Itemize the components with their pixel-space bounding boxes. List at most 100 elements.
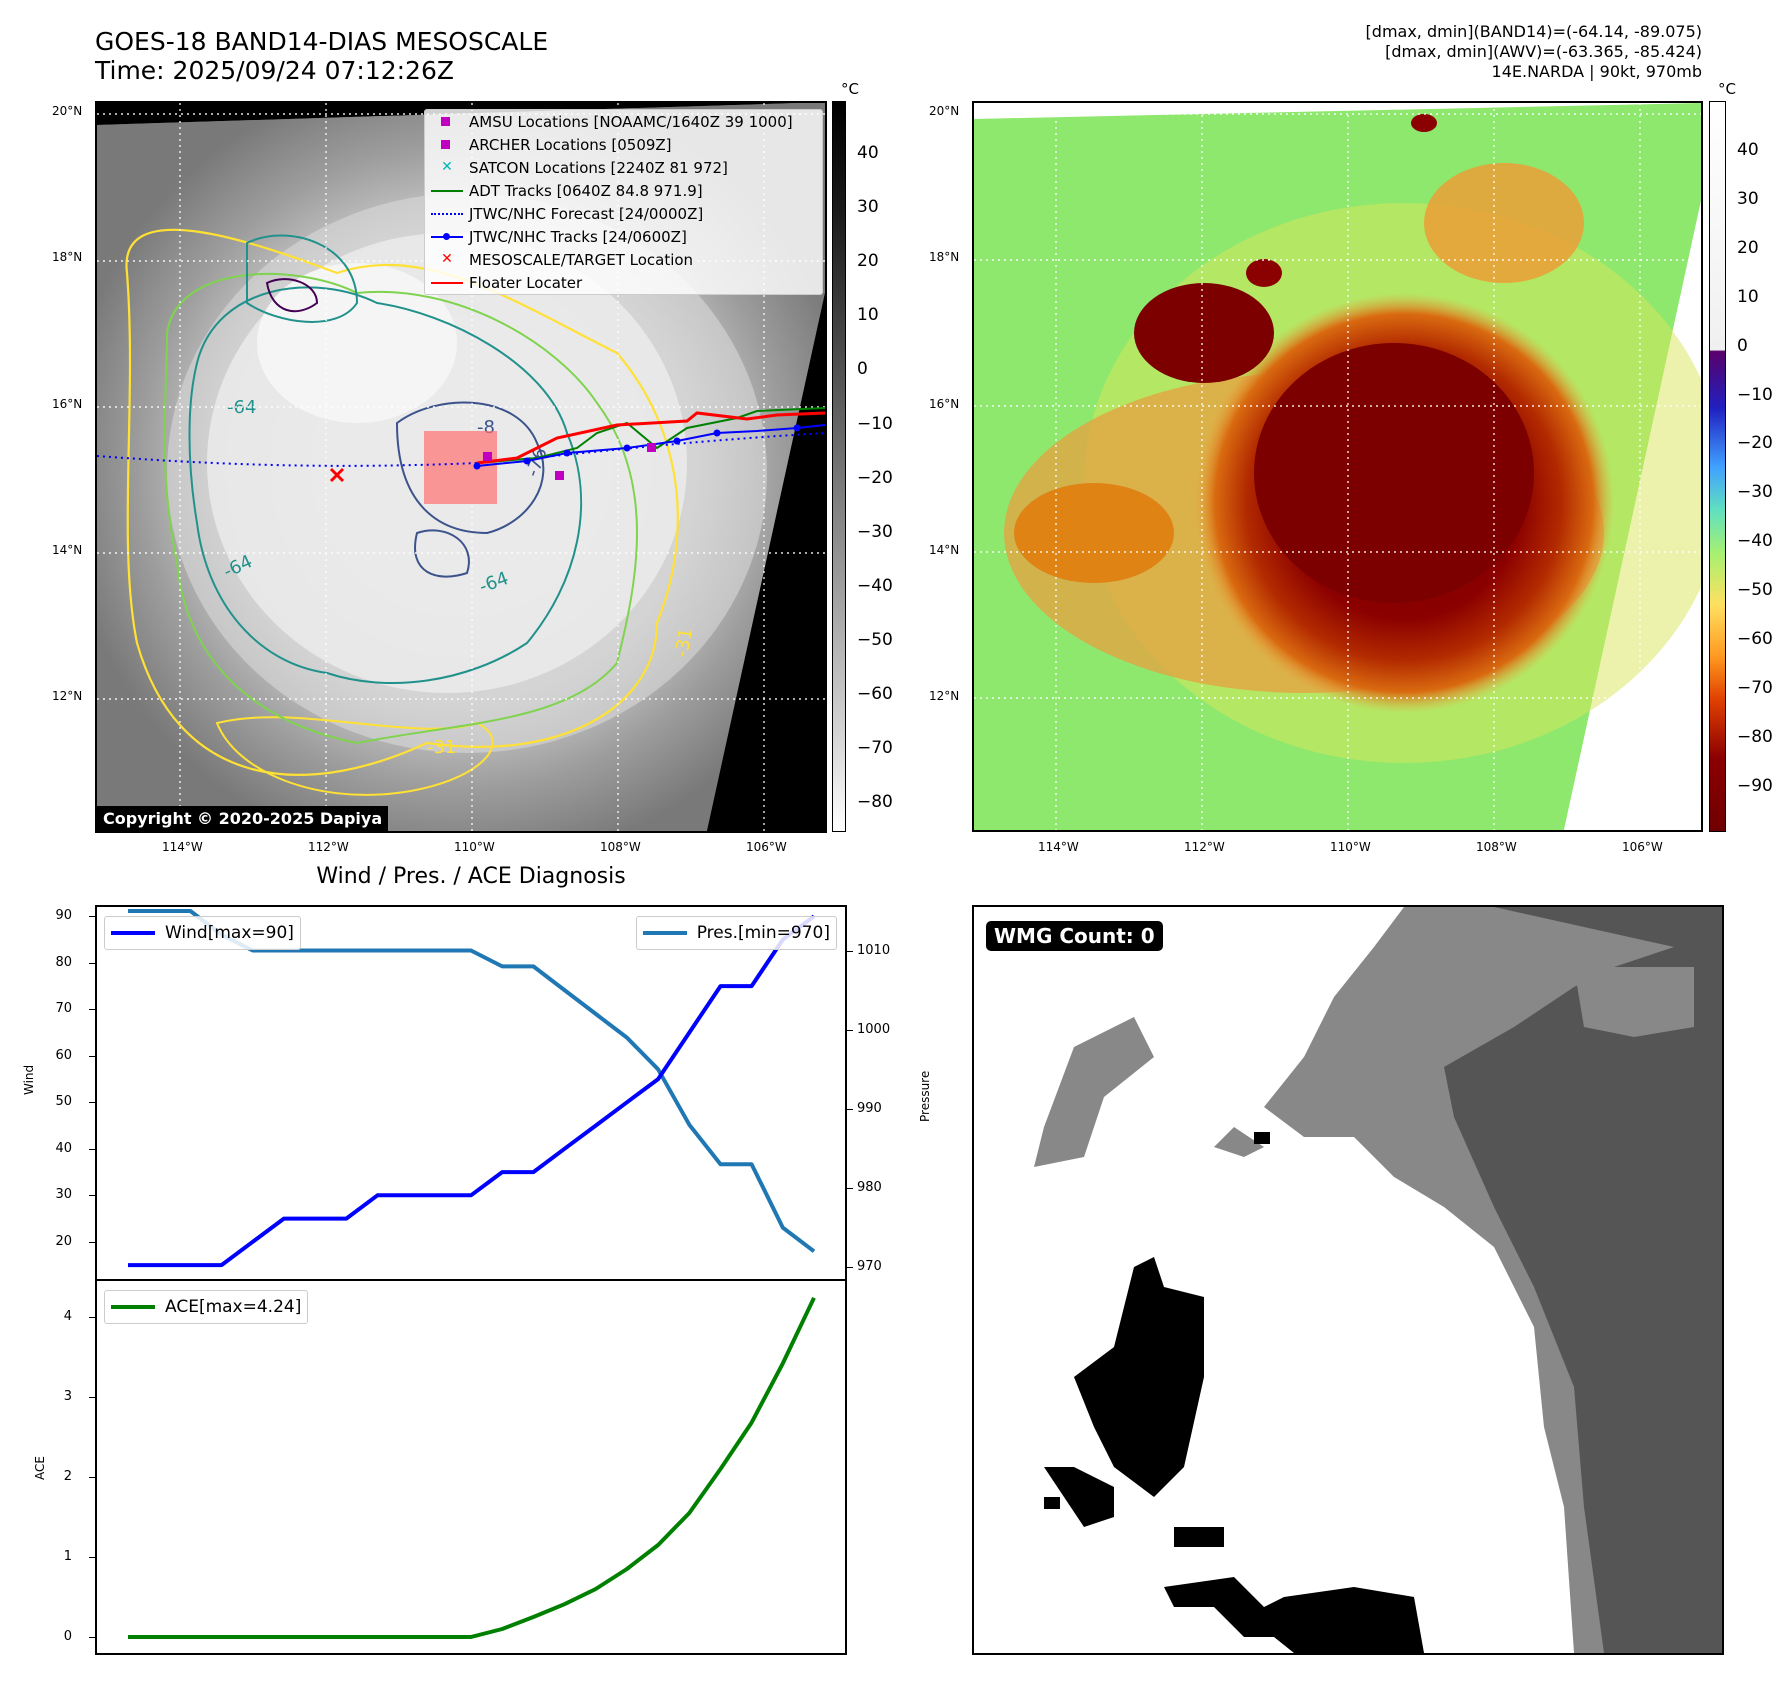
ace-axis-tick-mark <box>89 1557 95 1558</box>
color-colorbar-tick: 30 <box>1737 188 1759 209</box>
color-colorbar-tick: −20 <box>1737 433 1773 454</box>
color-colorbar-tick: −50 <box>1737 580 1773 601</box>
contour-label-m31a: -31 <box>671 626 697 659</box>
pressure-axis-tick-mark <box>847 1267 853 1269</box>
lon-label-106w-right: 106°W <box>1622 840 1663 854</box>
lat-label-20n: 20°N <box>52 104 83 118</box>
wind-legend: Wind[max=90] <box>104 916 301 950</box>
color-colorbar-tick: 10 <box>1737 286 1759 307</box>
pressure-axis-tick-mark <box>847 1029 853 1031</box>
ace-axis-tick-mark <box>89 1477 95 1478</box>
legend-item-forecast: JTWC/NHC Forecast [24/0000Z] <box>425 202 822 225</box>
legend-item-target: ✕ MESOSCALE/TARGET Location <box>441 250 694 269</box>
color-colorbar-tick: 20 <box>1737 237 1759 258</box>
lon-label-112w-right: 112°W <box>1184 840 1225 854</box>
pressure-axis-tick-mark <box>847 950 853 952</box>
color-colorbar-tick: 0 <box>1737 335 1748 356</box>
pressure-axis-tick: 1000 <box>857 1021 891 1037</box>
wind-axis-tick-mark <box>89 1195 95 1197</box>
color-colorbar-tick: −40 <box>1737 531 1773 552</box>
pressure-axis-tick-mark <box>847 1108 853 1110</box>
gray-colorbar-tick: −70 <box>857 738 893 759</box>
lat-label-14n: 14°N <box>52 543 83 557</box>
lon-label-106w: 106°W <box>746 840 787 854</box>
legend-item-floater: Floater Locater <box>425 271 822 294</box>
wind-axis-tick: 70 <box>55 1001 72 1017</box>
legend-item-archer: ARCHER Locations [0509Z] <box>425 133 822 156</box>
lon-label-108w: 108°W <box>600 840 641 854</box>
gray-colorbar <box>832 101 846 832</box>
pressure-axis-tick: 990 <box>857 1100 882 1116</box>
lat-label-14n-right: 14°N <box>929 543 960 557</box>
intensity-info: [dmax, dmin](BAND14)=(-64.14, -89.075) [… <box>1366 22 1702 82</box>
wind-axis-tick-mark <box>89 1055 95 1057</box>
gray-colorbar-tick: −60 <box>857 684 893 704</box>
wind-pressure-chart: Wind[max=90] Pres.[min=970] <box>95 905 847 1281</box>
floater-box <box>424 431 497 504</box>
title-line-2: Time: 2025/09/24 07:12:26Z <box>95 56 454 85</box>
wmg-panel: WMG Count: 0 <box>972 905 1724 1655</box>
colorbar-unit-left: °C <box>841 80 859 98</box>
color-colorbar-tick: −30 <box>1737 482 1773 503</box>
lat-label-12n-right: 12°N <box>929 689 960 703</box>
figure-title: GOES-18 BAND14-DIAS MESOSCALE Time: 2025… <box>95 27 548 85</box>
pressure-axis-label: Pressure <box>918 1070 932 1122</box>
lat-label-18n: 18°N <box>52 250 83 264</box>
wind-series-line <box>128 914 816 1268</box>
ace-axis-tick-mark <box>89 1317 95 1318</box>
lat-label-16n-right: 16°N <box>929 397 960 411</box>
wind-axis-label: Wind <box>22 1064 36 1095</box>
gray-colorbar-tick: −40 <box>857 575 893 596</box>
ace-chart: ACE[max=4.24] <box>95 1279 847 1655</box>
wind-axis-tick-mark <box>89 916 95 918</box>
legend-item-satcon: ✕ SATCON Locations [2240Z 81 972] <box>441 158 728 177</box>
pressure-axis-tick-mark <box>847 1187 853 1189</box>
lon-label-110w-right: 110°W <box>1330 840 1371 854</box>
diagnosis-title: Wind / Pres. / ACE Diagnosis <box>316 864 626 889</box>
wind-axis-tick-mark <box>89 1009 95 1011</box>
ace-axis-tick: 2 <box>63 1469 72 1484</box>
color-colorbar <box>1709 101 1726 832</box>
lat-label-18n-right: 18°N <box>929 250 960 264</box>
gray-colorbar-tick: 20 <box>857 251 879 272</box>
ace-axis-tick: 0 <box>63 1629 72 1644</box>
wind-axis-tick: 40 <box>55 1140 72 1156</box>
lon-label-110w: 110°W <box>454 840 495 854</box>
floater-track <box>476 411 825 465</box>
awv-range: [dmax, dmin](AWV)=(-63.365, -85.424) <box>1385 42 1702 61</box>
adt-track <box>476 407 825 464</box>
color-colorbar-tick: −90 <box>1737 775 1773 796</box>
map-legend: AMSU Locations [NOAAMC/1640Z 39 1000] AR… <box>424 109 823 295</box>
ace-axis-tick: 4 <box>63 1309 72 1324</box>
color-colorbar-tick: −70 <box>1737 677 1773 698</box>
pressure-legend: Pres.[min=970] <box>635 916 837 950</box>
gray-colorbar-tick: −10 <box>857 413 893 434</box>
ace-legend: ACE[max=4.24] <box>104 1290 309 1324</box>
lon-label-114w-right: 114°W <box>1038 840 1079 854</box>
ace-axis-tick-mark <box>89 1397 95 1398</box>
pressure-axis-tick: 970 <box>857 1259 882 1275</box>
legend-item-adt: ADT Tracks [0640Z 84.8 971.9] <box>425 179 822 202</box>
gray-colorbar-tick: 40 <box>857 143 879 163</box>
wind-axis-tick-mark <box>89 1148 95 1150</box>
lat-label-12n: 12°N <box>52 689 83 703</box>
wind-axis-tick-mark <box>89 1241 95 1243</box>
wind-axis-tick-mark <box>89 962 95 964</box>
legend-item-jtwc-tracks: JTWC/NHC Tracks [24/0600Z] <box>425 225 822 248</box>
pressure-series-line <box>128 909 816 1253</box>
wind-axis-tick: 80 <box>55 954 72 970</box>
color-colorbar-tick: −10 <box>1737 384 1773 405</box>
ace-axis-label: ACE <box>33 1456 47 1480</box>
forecast-track <box>97 432 825 467</box>
ace-series-line <box>128 1296 816 1639</box>
copyright-label: Copyright © 2020-2025 Dapiya <box>97 806 389 831</box>
color-enhanced-map <box>972 101 1703 832</box>
wind-pressure-plot <box>127 909 816 1268</box>
color-colorbar-tick: −60 <box>1737 629 1773 649</box>
wmg-count-label: WMG Count: 0 <box>986 921 1163 951</box>
wmg-image <box>1034 907 1722 1653</box>
gray-colorbar-tick: −30 <box>857 521 893 542</box>
color-colorbar-tick: 40 <box>1737 140 1759 160</box>
ir-satellite-map: -8 -76 -64 -64 -64 -31 -31 <box>95 101 827 833</box>
wind-axis-tick-mark <box>89 1102 95 1104</box>
